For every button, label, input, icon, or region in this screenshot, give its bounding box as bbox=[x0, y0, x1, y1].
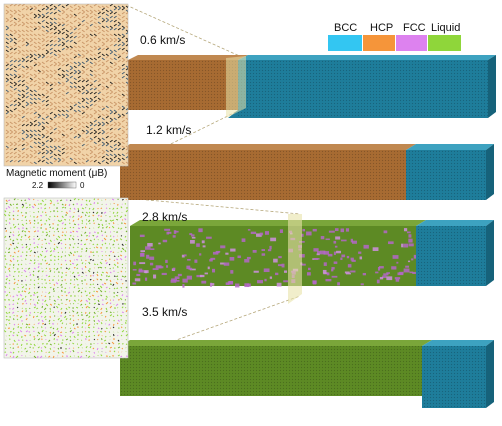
legend-label-liquid: Liquid bbox=[431, 22, 461, 34]
colorbar-gradient bbox=[47, 181, 77, 189]
bar3-mixed-front bbox=[130, 226, 416, 286]
bar1-front-plane bbox=[226, 56, 246, 118]
bar1-bcc-top bbox=[238, 55, 496, 60]
colorbar bbox=[47, 181, 77, 189]
legend-label-fcc: FCC bbox=[403, 22, 426, 34]
sample-bar-2 bbox=[120, 144, 494, 200]
velocity-label-2: 1.2 km/s bbox=[146, 123, 192, 137]
sample-bar-3 bbox=[130, 214, 494, 304]
legend-swatch-fcc bbox=[396, 35, 427, 51]
velocity-label-1: 0.6 km/s bbox=[140, 33, 186, 47]
magnetic-moment-inset bbox=[3, 3, 129, 167]
legend-swatch-liquid bbox=[428, 35, 461, 51]
velocity-label-3: 2.8 km/s bbox=[142, 210, 188, 224]
sample-bar-4 bbox=[120, 340, 494, 408]
phase-legend bbox=[328, 35, 461, 51]
velocity-label-4: 3.5 km/s bbox=[142, 305, 188, 319]
phase-inset bbox=[3, 197, 129, 359]
bar1-hcp-top bbox=[128, 55, 248, 60]
colorbar-min-label: 0 bbox=[80, 181, 85, 190]
colorbar-title: Magnetic moment (μB) bbox=[6, 168, 108, 179]
legend-label-bcc: BCC bbox=[334, 22, 358, 34]
legend-label-hcp: HCP bbox=[370, 22, 394, 34]
sample-bar-1 bbox=[128, 55, 496, 118]
bar3-cut-plane bbox=[288, 214, 302, 304]
bar1-bcc-end bbox=[488, 55, 496, 118]
colorbar-max-label: 2.2 bbox=[32, 181, 44, 190]
legend-swatch-hcp bbox=[363, 35, 395, 51]
legend-swatch-bcc bbox=[328, 35, 362, 51]
